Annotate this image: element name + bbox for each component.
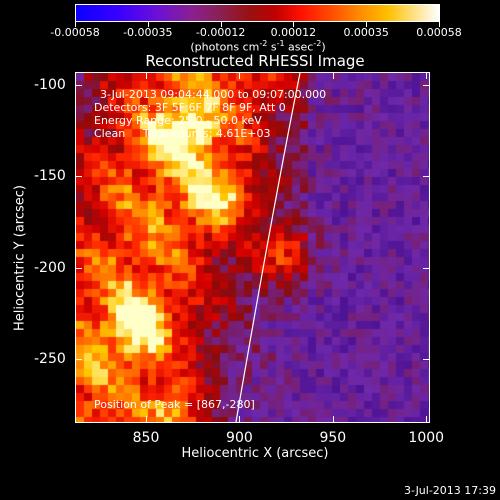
colorbar-tick-label: -0.00035 <box>123 26 173 39</box>
x-axis-tick <box>239 72 241 79</box>
x-axis-title: Heliocentric X (arcsec) <box>181 446 329 461</box>
x-axis-tick <box>426 416 428 423</box>
x-tick-label: 1000 <box>408 430 445 446</box>
colorbar-tick-label: 0.00012 <box>270 26 317 39</box>
image-plot-area: 3-Jul-2013 09:04:44.000 to 09:07:00.000 … <box>75 72 430 423</box>
colorbar-tick <box>366 22 368 27</box>
y-axis-tick <box>75 176 82 178</box>
y-axis-tick <box>423 359 430 361</box>
y-axis-tick <box>75 267 82 269</box>
colorbar-tick-label: -0.00012 <box>195 26 246 39</box>
colorbar-tick-label: 0.00035 <box>343 26 389 39</box>
x-axis-tick <box>239 416 241 423</box>
limb-overlay <box>235 73 301 422</box>
solar-limb-line <box>235 73 301 422</box>
colorbar-tick <box>220 22 222 27</box>
y-tick-label: -150 <box>34 168 66 185</box>
y-axis-tick <box>423 176 430 178</box>
plot-title: Reconstructed RHESSI Image <box>145 52 365 70</box>
x-axis-tick <box>332 416 334 423</box>
colorbar-tick-label: -0.00058 <box>50 26 100 39</box>
x-tick-label: 950 <box>319 430 347 446</box>
colorbar-tick <box>439 22 440 27</box>
colorbar-tick <box>147 22 149 27</box>
colorbar-tick <box>75 22 76 27</box>
colorbar-tick-label: 0.00058 <box>416 26 462 39</box>
x-tick-label: 850 <box>132 430 160 446</box>
y-axis-tick <box>75 84 82 86</box>
detectors-text: Detectors: 3F 5F 6F 7F 8F 9F, Att 0 <box>94 101 286 114</box>
x-tick-label: 900 <box>226 430 253 446</box>
x-axis-tick <box>332 72 334 79</box>
clean-counts-text: Clean Total counts: 4.61E+03 <box>94 127 271 140</box>
colorbar <box>75 4 440 22</box>
y-tick-label: -200 <box>34 259 66 276</box>
y-axis-tick <box>423 267 430 269</box>
x-axis-tick <box>426 72 428 79</box>
colorbar-units: (photons cm-2 s-1 asec-2) <box>190 39 326 54</box>
colorbar-tick <box>293 22 295 27</box>
y-axis-tick <box>75 359 82 361</box>
peak-position-text: Position of Peak = [867,-280] <box>94 398 255 411</box>
y-tick-label: -250 <box>34 351 66 368</box>
rhessi-heatmap <box>76 73 429 422</box>
energy-range-text: Energy Range: 25.0 - 50.0 keV <box>94 114 262 127</box>
y-tick-label: -100 <box>34 76 66 93</box>
x-axis-tick <box>146 416 147 423</box>
x-axis-tick <box>146 72 147 79</box>
generation-timestamp: 3-Jul-2013 17:39 <box>403 484 496 497</box>
y-axis-title: Heliocentric Y (arcsec) <box>12 185 28 331</box>
y-axis-tick <box>423 84 430 86</box>
time-range-text: 3-Jul-2013 09:04:44.000 to 09:07:00.000 <box>100 88 327 101</box>
